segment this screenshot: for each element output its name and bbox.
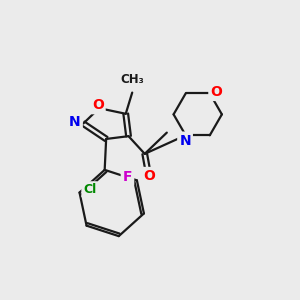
- Text: N: N: [179, 134, 191, 148]
- Text: Cl: Cl: [83, 183, 96, 196]
- Text: O: O: [92, 98, 103, 112]
- Text: O: O: [210, 85, 222, 99]
- Text: O: O: [143, 169, 155, 183]
- Text: CH₃: CH₃: [120, 73, 144, 86]
- Text: F: F: [123, 170, 132, 184]
- Text: N: N: [69, 115, 81, 129]
